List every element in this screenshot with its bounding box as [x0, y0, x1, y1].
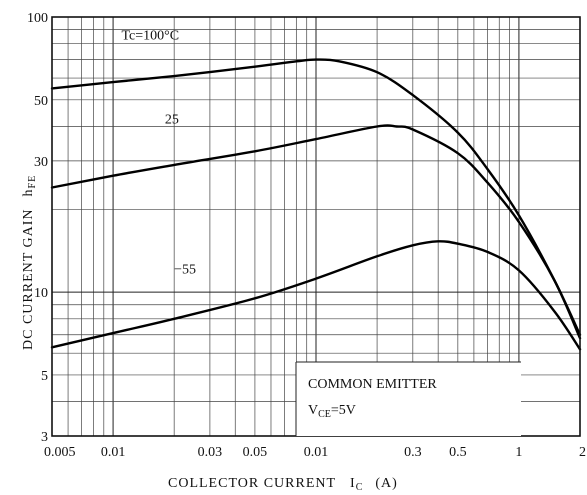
annotation-background	[296, 362, 521, 436]
x-tick-label: 0.005	[44, 445, 76, 460]
series-line-1	[50, 124, 582, 340]
x-tick-label: 0.5	[449, 445, 467, 460]
annotation-line1: COMMON EMITTER	[308, 377, 437, 392]
x-tick-label: 0.05	[243, 445, 268, 460]
annotation-line2: VCE=5V	[308, 403, 356, 420]
x-tick-label: 0.01	[101, 445, 126, 460]
y-axis-title: DC CURRENT GAINhFE	[21, 175, 38, 350]
series-line-2	[50, 240, 582, 351]
series-labels: Tc=100°C 25 −55	[121, 28, 196, 277]
x-tick-labels: 0.005 0.01 0.03 0.05 0.01 0.3 0.5 1 2	[44, 445, 586, 460]
x-tick-label: 0.3	[404, 445, 422, 460]
y-tick-label: 100	[27, 11, 48, 26]
y-tick-label: 30	[34, 155, 48, 170]
x-tick-label: 1	[515, 445, 522, 460]
y-tick-labels: 3 5 10 30 50 100	[27, 11, 48, 445]
y-tick-label: 50	[34, 94, 48, 109]
y-tick-label: 5	[41, 369, 48, 384]
annotation-box: COMMON EMITTER VCE=5V	[295, 361, 521, 436]
series-label: −55	[174, 262, 196, 277]
curves	[50, 58, 582, 351]
x-tick-label: 0.03	[198, 445, 223, 460]
y-tick-label: 10	[34, 286, 48, 301]
x-tick-label: 2	[579, 445, 586, 460]
x-axis-title: COLLECTOR CURRENT IC (A)	[168, 476, 398, 493]
y-tick-label: 3	[41, 430, 48, 445]
x-tick-label: 0.01	[304, 445, 329, 460]
series-label: 25	[165, 113, 179, 128]
series-line-0	[50, 58, 582, 336]
series-label: Tc=100°C	[121, 28, 179, 43]
